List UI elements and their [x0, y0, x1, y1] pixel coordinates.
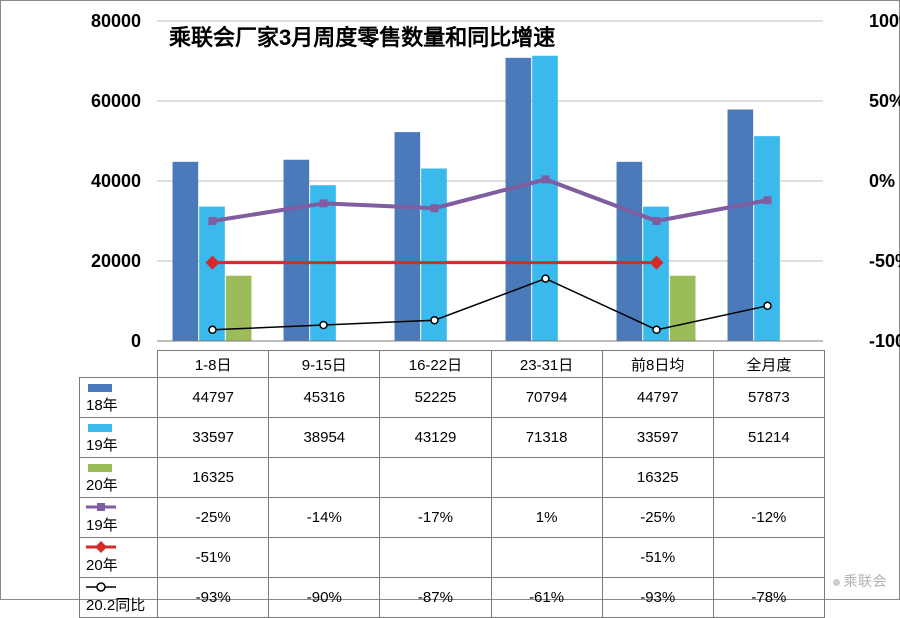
legend-header	[80, 351, 158, 378]
data-cell	[269, 538, 380, 578]
bar	[617, 162, 643, 341]
data-cell: 44797	[602, 378, 713, 418]
data-cell: 45316	[269, 378, 380, 418]
bar	[395, 132, 421, 341]
legend-cell: 20年	[80, 458, 158, 498]
legend-cell: 19年	[80, 418, 158, 458]
data-cell: 70794	[491, 378, 602, 418]
data-cell: -17%	[380, 498, 491, 538]
data-cell: -51%	[158, 538, 269, 578]
data-cell: -14%	[269, 498, 380, 538]
legend-cell: 20.2同比	[80, 578, 158, 618]
data-cell: -90%	[269, 578, 380, 618]
bar	[506, 58, 532, 341]
category-header: 9-15日	[269, 351, 380, 378]
data-cell	[380, 538, 491, 578]
svg-text:20000: 20000	[91, 251, 141, 271]
data-cell: -93%	[602, 578, 713, 618]
category-header: 1-8日	[158, 351, 269, 378]
data-cell: -78%	[713, 578, 824, 618]
svg-text:0%: 0%	[869, 171, 895, 191]
data-cell: 33597	[602, 418, 713, 458]
bar	[643, 207, 669, 341]
bar	[199, 207, 225, 341]
bar	[670, 276, 696, 341]
data-cell: -51%	[602, 538, 713, 578]
data-cell: 52225	[380, 378, 491, 418]
bar	[754, 136, 780, 341]
data-cell: 43129	[380, 418, 491, 458]
category-header: 前8日均	[602, 351, 713, 378]
category-header: 23-31日	[491, 351, 602, 378]
svg-text:-100%: -100%	[869, 331, 900, 351]
data-cell: 44797	[158, 378, 269, 418]
data-cell: 16325	[602, 458, 713, 498]
bar	[532, 56, 558, 341]
data-cell: 16325	[158, 458, 269, 498]
data-cell: 1%	[491, 498, 602, 538]
data-table: 1-8日9-15日16-22日23-31日前8日均全月度18年447974531…	[79, 350, 825, 618]
data-cell	[380, 458, 491, 498]
bar	[226, 276, 252, 341]
data-cell: 51214	[713, 418, 824, 458]
bar	[421, 168, 447, 341]
svg-text:40000: 40000	[91, 171, 141, 191]
data-cell	[491, 538, 602, 578]
data-cell: -61%	[491, 578, 602, 618]
svg-text:-50%: -50%	[869, 251, 900, 271]
legend-cell: 19年	[80, 498, 158, 538]
data-cell: -87%	[380, 578, 491, 618]
data-cell	[713, 538, 824, 578]
svg-text:100%: 100%	[869, 11, 900, 31]
bar	[173, 162, 199, 341]
category-header: 16-22日	[380, 351, 491, 378]
watermark: 乘联会	[833, 571, 888, 591]
svg-text:60000: 60000	[91, 91, 141, 111]
data-cell: 38954	[269, 418, 380, 458]
bar	[728, 110, 754, 341]
legend-cell: 20年	[80, 538, 158, 578]
data-cell: -25%	[602, 498, 713, 538]
data-cell: 57873	[713, 378, 824, 418]
data-cell: -25%	[158, 498, 269, 538]
bar	[284, 160, 310, 341]
chart-title: 乘联会厂家3月周度零售数量和同比增速	[168, 25, 555, 50]
data-cell: 71318	[491, 418, 602, 458]
data-cell: 33597	[158, 418, 269, 458]
svg-text:0: 0	[131, 331, 141, 351]
data-cell	[491, 458, 602, 498]
legend-cell: 18年	[80, 378, 158, 418]
data-cell: -93%	[158, 578, 269, 618]
svg-text:80000: 80000	[91, 11, 141, 31]
data-cell	[713, 458, 824, 498]
data-cell: -12%	[713, 498, 824, 538]
category-header: 全月度	[713, 351, 824, 378]
svg-text:50%: 50%	[869, 91, 900, 111]
data-cell	[269, 458, 380, 498]
